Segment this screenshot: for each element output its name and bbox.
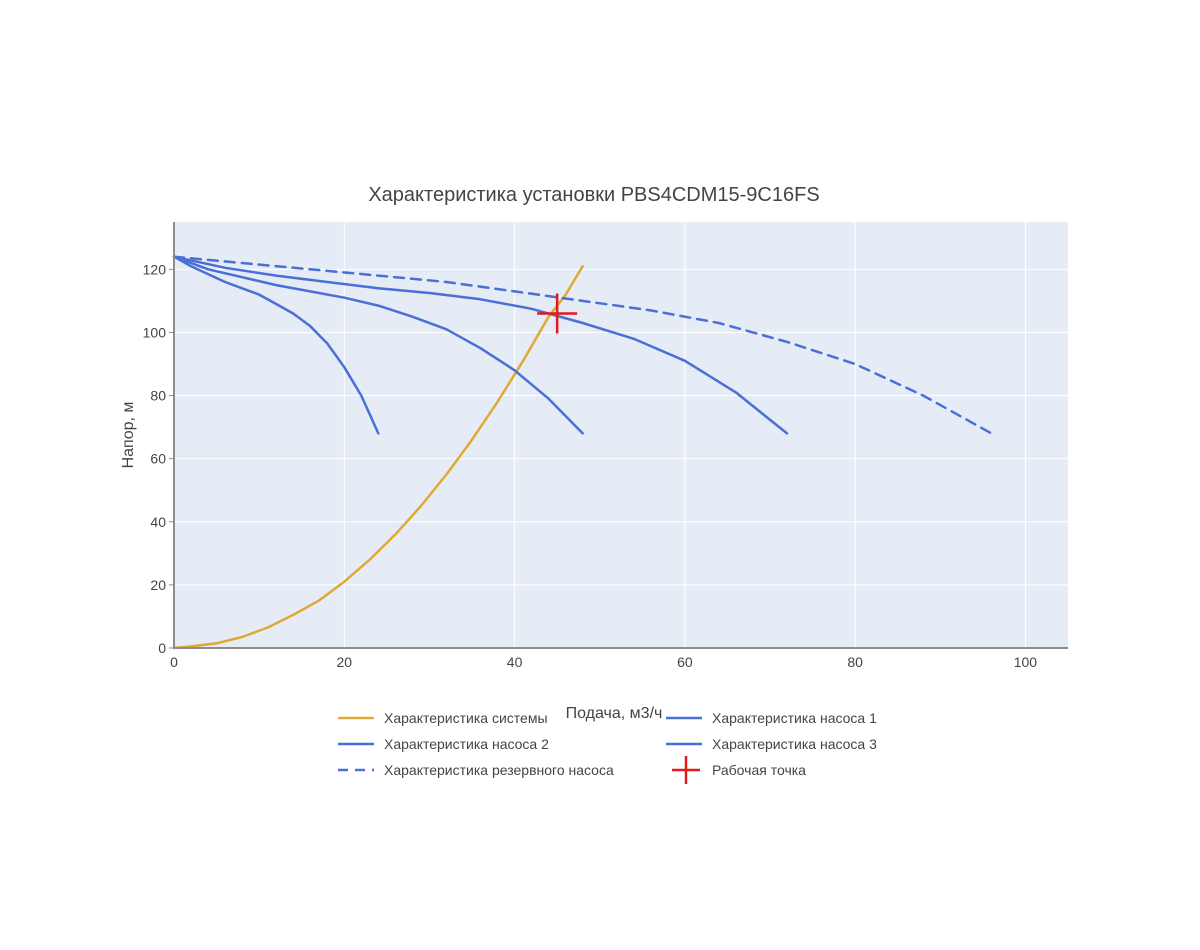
legend-item[interactable]: Рабочая точка	[672, 756, 806, 784]
y-tick-label: 40	[150, 514, 166, 530]
grid	[174, 222, 1068, 648]
y-tick-label: 0	[158, 640, 166, 656]
x-tick-label: 100	[1014, 654, 1038, 670]
series-line-4	[172, 255, 789, 435]
series-line-5	[172, 255, 993, 435]
series-line-3	[172, 255, 584, 435]
working-point-marker	[537, 293, 578, 334]
x-tick-label: 20	[336, 654, 352, 670]
y-tick-label: 60	[150, 451, 166, 467]
chart-title: Характеристика установки PBS4CDM15-9C16F…	[368, 184, 819, 206]
series-line-2	[172, 255, 380, 435]
legend-label: Характеристика системы	[384, 710, 548, 726]
y-tick-label: 100	[143, 324, 167, 340]
y-tick-label: 80	[150, 388, 166, 404]
plot-area	[174, 222, 1068, 648]
legend-item[interactable]: Характеристика насоса 3	[666, 736, 877, 752]
y-tick-label: 20	[150, 577, 166, 593]
legend-item[interactable]: Характеристика системы	[338, 710, 548, 726]
x-axis-label: Подача, м3/ч	[566, 705, 663, 722]
legend-item[interactable]: Характеристика насоса 1	[666, 710, 877, 726]
x-tick-label: 0	[170, 654, 178, 670]
y-tick-label: 120	[143, 261, 167, 277]
legend: Характеристика системы Характеристика нас…	[338, 710, 877, 784]
legend-label: Характеристика насоса 1	[712, 710, 877, 726]
legend-label: Характеристика насоса 3	[712, 736, 877, 752]
legend-item[interactable]: Характеристика насоса 2	[338, 736, 549, 752]
x-tick-label: 40	[507, 654, 523, 670]
legend-label: Характеристика насоса 2	[384, 736, 549, 752]
legend-label: Рабочая точка	[712, 762, 806, 778]
y-axis-label: Напор, м	[120, 402, 137, 469]
series-layer	[172, 255, 993, 650]
legend-item[interactable]: Характеристика резервного насоса	[338, 762, 614, 778]
x-tick-label: 60	[677, 654, 693, 670]
x-tick-label: 80	[847, 654, 863, 670]
legend-label: Характеристика резервного насоса	[384, 762, 614, 778]
series-line-1	[172, 264, 584, 650]
axes: 0 20 40 60 80 100 0 20 40 60 80 100 120	[143, 222, 1068, 670]
